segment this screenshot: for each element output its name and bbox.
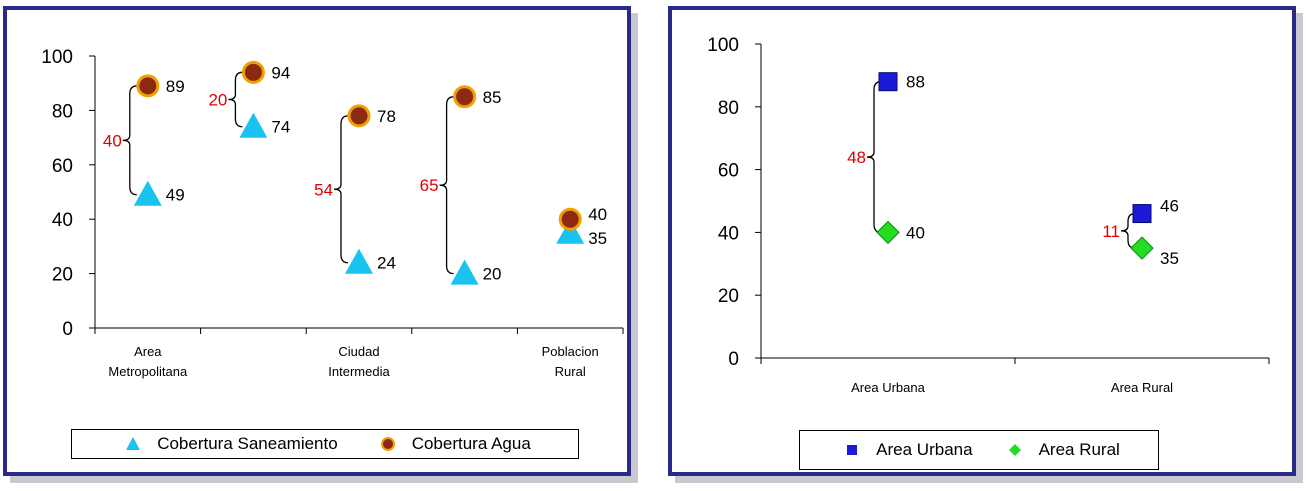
x-category-label: Metropolitana bbox=[108, 364, 188, 379]
y-tick-label: 80 bbox=[718, 98, 739, 119]
water-point bbox=[558, 207, 582, 231]
x-category-label: Area bbox=[134, 344, 162, 359]
legend-marker bbox=[126, 437, 141, 450]
y-tick-label: 20 bbox=[52, 265, 73, 286]
x-category-label: Ciudad bbox=[338, 344, 379, 359]
sanitation-point bbox=[450, 259, 479, 285]
gap-label: 11 bbox=[1102, 222, 1120, 241]
gap-label: 20 bbox=[208, 91, 227, 110]
urban-value-label: 88 bbox=[906, 73, 925, 92]
gap-brace bbox=[228, 71, 243, 128]
area-chart: 0 20 40 60 80 100 Area Urbana Area Rural 48 11 88 4… bbox=[707, 35, 1270, 395]
gap-label: 65 bbox=[420, 176, 439, 195]
legend-marker bbox=[847, 445, 858, 455]
sanitation-value-label: 35 bbox=[588, 229, 607, 248]
y-tick-label: 80 bbox=[52, 101, 73, 122]
gap-label: 48 bbox=[847, 148, 866, 167]
gap-label: 54 bbox=[314, 180, 333, 199]
sanitation-value-label: 20 bbox=[483, 265, 502, 284]
legend-label: Area Rural bbox=[1038, 440, 1120, 459]
sanitation-value-label: 24 bbox=[377, 254, 396, 273]
chart-legend: Cobertura Saneamiento Cobertura Agua bbox=[71, 429, 579, 459]
water-point bbox=[347, 104, 371, 128]
water-value-label: 40 bbox=[588, 205, 607, 224]
y-tick-label: 60 bbox=[52, 156, 73, 177]
chart-panel-coverage: 0 20 40 60 80 100 Area Metropolitana Ciudad Inter… bbox=[3, 6, 631, 476]
gap-brace bbox=[333, 115, 349, 264]
water-point bbox=[136, 74, 160, 98]
sanitation-value-label: 74 bbox=[271, 118, 290, 137]
legend-circle-marker bbox=[380, 437, 395, 451]
urban-value-label: 46 bbox=[1160, 197, 1179, 216]
coverage-chart: 0 20 40 60 80 100 Area Metropolitana Ciudad Inter… bbox=[41, 47, 624, 379]
y-tick-label: 0 bbox=[728, 349, 739, 370]
water-point bbox=[241, 60, 265, 84]
legend-label: Cobertura Saneamiento bbox=[157, 434, 338, 453]
legend-item: Cobertura Saneamiento bbox=[119, 430, 338, 458]
legend-item: Area Rural bbox=[1001, 436, 1120, 464]
urban-point bbox=[1132, 204, 1152, 224]
legend-label: Cobertura Agua bbox=[411, 434, 531, 453]
y-tick-label: 100 bbox=[41, 47, 73, 68]
legend-marker bbox=[1008, 444, 1021, 456]
chart-panel-area: 0 20 40 60 80 100 Area Urbana Area Rural 48 11 88 4… bbox=[668, 6, 1296, 476]
water-value-label: 78 bbox=[377, 107, 396, 126]
legend-diamond-marker bbox=[1008, 444, 1021, 456]
legend-label: Area Urbana bbox=[876, 440, 973, 459]
legend-triangle-marker bbox=[126, 437, 141, 450]
y-tick-label: 40 bbox=[52, 210, 73, 231]
y-tick-label: 100 bbox=[707, 35, 739, 56]
legend-marker bbox=[380, 437, 395, 451]
gap-label: 40 bbox=[103, 131, 122, 150]
gap-brace bbox=[1120, 212, 1136, 249]
rural-value-label: 40 bbox=[906, 223, 925, 242]
legend-item: Area Urbana bbox=[838, 436, 973, 464]
water-value-label: 94 bbox=[271, 63, 290, 82]
sanitation-point bbox=[133, 180, 162, 206]
rural-point bbox=[1130, 236, 1154, 260]
water-point bbox=[453, 85, 477, 109]
gap-brace bbox=[866, 81, 882, 234]
rural-value-label: 35 bbox=[1160, 249, 1179, 268]
urban-point bbox=[878, 72, 898, 92]
x-category-label: Intermedia bbox=[328, 364, 390, 379]
sanitation-value-label: 49 bbox=[166, 186, 185, 205]
x-category-label: Area Urbana bbox=[851, 380, 925, 395]
water-value-label: 89 bbox=[166, 77, 185, 96]
x-category-label: Rural bbox=[555, 364, 586, 379]
y-tick-label: 40 bbox=[718, 223, 739, 244]
x-category-label: Poblacion bbox=[542, 344, 599, 359]
water-value-label: 85 bbox=[483, 88, 502, 107]
gap-brace bbox=[439, 96, 454, 275]
y-tick-label: 20 bbox=[718, 286, 739, 307]
sanitation-point bbox=[556, 218, 585, 244]
sanitation-point bbox=[239, 112, 268, 138]
gap-brace bbox=[122, 85, 137, 196]
y-tick-label: 0 bbox=[62, 319, 73, 340]
legend-square-marker bbox=[847, 445, 858, 455]
sanitation-point bbox=[345, 248, 373, 274]
y-tick-label: 60 bbox=[718, 161, 739, 182]
x-category-label: Area Rural bbox=[1111, 380, 1173, 395]
chart-legend: Area Urbana Area Rural bbox=[799, 430, 1159, 470]
rural-point bbox=[876, 220, 900, 245]
legend-item: Cobertura Agua bbox=[374, 430, 531, 458]
